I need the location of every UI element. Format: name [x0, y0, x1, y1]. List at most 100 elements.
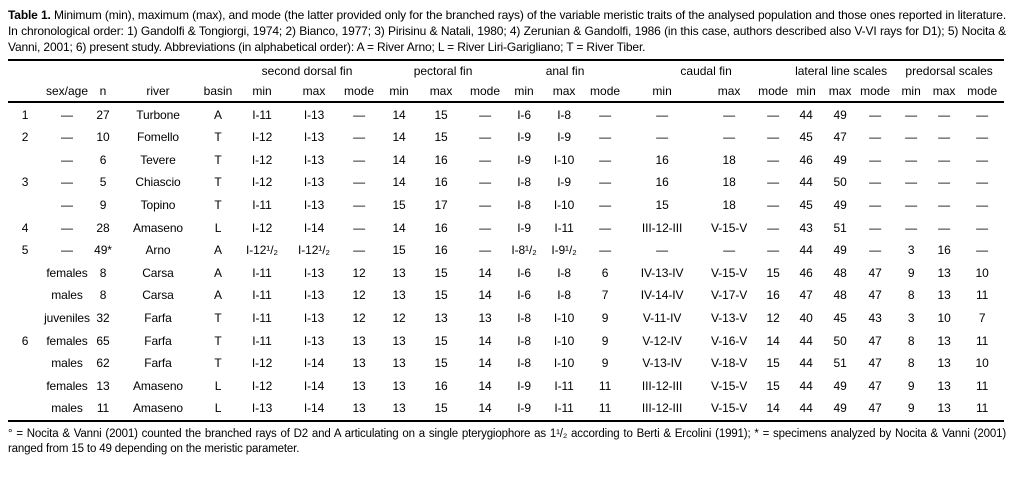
- anal-fin-min-cell: I-8: [517, 356, 531, 371]
- mode-header: mode: [860, 84, 891, 99]
- pectoral-fin-min-cell: 14: [392, 220, 406, 235]
- caudal-fin-mode-cell: —: [767, 107, 780, 122]
- basin-cell: L: [214, 220, 222, 235]
- predorsal-scales-mode-cell: 11: [975, 333, 989, 348]
- caudal-fin-max-cell: V-15-V: [711, 401, 748, 416]
- predorsal-scales-mode-cell: —: [976, 220, 989, 235]
- anal-fin-mode-cell: —: [599, 130, 612, 145]
- caudal-fin-min-cell: III-12-III: [641, 401, 683, 416]
- pectoral-fin-min-cell: 13: [392, 333, 406, 348]
- min-header: min: [901, 84, 921, 99]
- pectoral-fin-max-cell: 16: [434, 175, 448, 190]
- lateral-line-scales-min-cell: 43: [799, 220, 813, 235]
- anal-fin-max-cell: I-8: [557, 107, 571, 122]
- table-caption: Table 1. Minimum (min), maximum (max), a…: [8, 8, 1006, 55]
- pectoral-fin-mode-cell: —: [479, 243, 491, 258]
- basin-cell: T: [214, 130, 222, 145]
- second-dorsal-fin-min-cell: I-12: [251, 356, 273, 371]
- second-dorsal-fin-min-cell: I-12: [251, 220, 273, 235]
- predorsal-scales-min-cell: 3: [907, 311, 915, 326]
- caudal-fin-mode-cell: 12: [766, 311, 780, 326]
- mode-header: mode: [967, 84, 998, 99]
- river-cell: Amaseno: [133, 401, 183, 416]
- mode-header: mode: [758, 84, 789, 99]
- anal-fin-max-cell: I-11: [554, 401, 574, 416]
- lateral-line-scales-max-cell: 47: [833, 130, 847, 145]
- ref-cell: [8, 375, 42, 398]
- n-cell: 10: [96, 130, 110, 145]
- pectoral-fin-max-cell: 13: [434, 311, 448, 326]
- predorsal-scales-mode-cell: 10: [975, 356, 989, 371]
- anal-fin-max-cell: I-9¹/₂: [551, 243, 577, 258]
- ref-header: [8, 81, 42, 102]
- predorsal-scales-min-cell: —: [905, 130, 918, 145]
- pectoral-fin-max-cell: 15: [434, 356, 448, 371]
- anal-fin-mode-cell: —: [599, 198, 612, 213]
- basin-cell: T: [214, 356, 222, 371]
- pectoral-fin-min-cell: 15: [392, 198, 406, 213]
- lateral-line-scales-mode-cell: 47: [868, 401, 882, 416]
- ref-cell: [8, 262, 42, 285]
- caudal-fin-mode-cell: —: [767, 152, 780, 167]
- anal-fin-min-cell: I-9: [517, 220, 531, 235]
- predorsal-scales-min-cell: —: [905, 152, 918, 167]
- second-dorsal-fin-mode-cell: 13: [352, 401, 366, 416]
- lateral-line-scales-max-cell: 49: [833, 401, 847, 416]
- ref-cell: [8, 149, 42, 172]
- n-cell: 65: [96, 333, 110, 348]
- anal-fin-min-cell: I-8: [517, 333, 531, 348]
- predorsal-scales-min-cell: 8: [907, 288, 915, 303]
- anal-fin-min-cell: I-8¹/₂: [511, 243, 537, 258]
- sex-age-cell: —: [61, 243, 73, 258]
- anal-fin-mode-cell: —: [599, 152, 612, 167]
- max-header: max: [429, 84, 453, 99]
- anal-fin-min-cell: I-8: [517, 198, 531, 213]
- predorsal-scales-mode-cell: 7: [978, 311, 986, 326]
- n-cell: 9: [99, 198, 107, 213]
- caudal-fin-max-cell: V-15-V: [711, 378, 748, 393]
- anal-fin-max-cell: I-9: [557, 175, 571, 190]
- caudal-fin-min-cell: —: [656, 130, 669, 145]
- anal-fin-mode-cell: 6: [601, 265, 609, 280]
- n-cell: 62: [96, 356, 110, 371]
- predorsal-scales-min-cell: 3: [907, 243, 915, 258]
- lateral-line-scales-min-cell: 47: [799, 288, 813, 303]
- lateral-line-scales-mode-cell: 47: [868, 288, 882, 303]
- river-cell: Amaseno: [133, 378, 183, 393]
- predorsal-scales-max-cell: —: [938, 198, 951, 213]
- group-header-caudal-fin: caudal fin: [680, 64, 732, 79]
- anal-fin-max-cell: I-11: [554, 378, 574, 393]
- anal-fin-mode-cell: —: [599, 175, 612, 190]
- second-dorsal-fin-max-cell: I-14: [303, 401, 325, 416]
- column-header-row: sex/age n river basin min max mode min max mode mi…: [8, 81, 1004, 102]
- max-header: max: [932, 84, 956, 99]
- caudal-fin-max-cell: V-17-V: [711, 288, 748, 303]
- pectoral-fin-max-cell: 15: [434, 401, 448, 416]
- header-spacer: [8, 60, 234, 81]
- caudal-fin-mode-cell: —: [767, 220, 780, 235]
- caudal-fin-mode-cell: —: [767, 130, 780, 145]
- caudal-fin-min-cell: 15: [655, 198, 669, 213]
- lateral-line-scales-mode-cell: —: [869, 175, 882, 190]
- second-dorsal-fin-max-cell: I-13: [303, 265, 325, 280]
- second-dorsal-fin-min-cell: I-12: [251, 130, 273, 145]
- pectoral-fin-max-cell: 15: [434, 288, 448, 303]
- basin-cell: A: [214, 107, 222, 122]
- second-dorsal-fin-mode-cell: 13: [352, 378, 366, 393]
- river-cell: Arno: [145, 243, 171, 258]
- meristic-traits-table: second dorsal fin pectoral fin anal fin cau…: [8, 59, 1005, 422]
- max-header: max: [828, 84, 852, 99]
- n-header: n: [99, 84, 107, 99]
- river-cell: Chiascio: [135, 175, 181, 190]
- basin-cell: T: [214, 152, 222, 167]
- lateral-line-scales-max-cell: 51: [833, 356, 847, 371]
- predorsal-scales-min-cell: —: [905, 198, 918, 213]
- n-cell: 32: [96, 311, 110, 326]
- pectoral-fin-min-cell: 14: [392, 107, 406, 122]
- lateral-line-scales-mode-cell: 47: [868, 356, 882, 371]
- basin-cell: T: [214, 311, 222, 326]
- predorsal-scales-mode-cell: —: [976, 152, 989, 167]
- anal-fin-mode-cell: 11: [598, 378, 612, 393]
- sex-age-cell: males: [51, 288, 83, 303]
- caudal-fin-max-cell: V-15-V: [711, 265, 748, 280]
